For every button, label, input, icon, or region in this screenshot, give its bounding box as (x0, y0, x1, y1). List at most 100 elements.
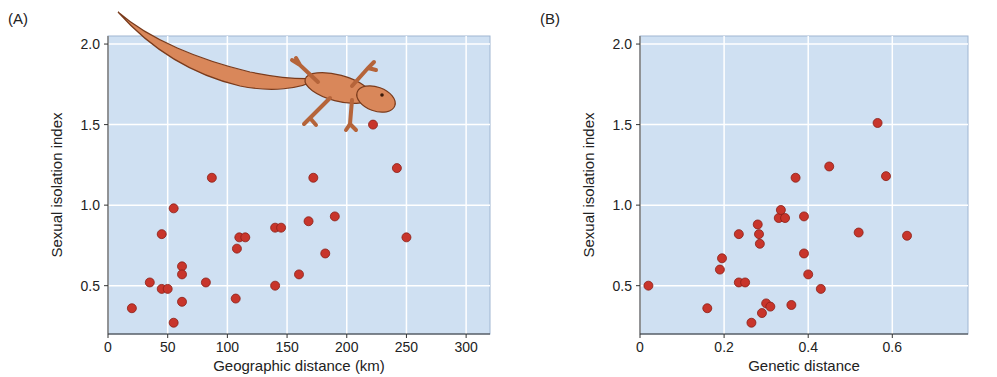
tick-label: 0 (636, 339, 644, 355)
tick-label: 150 (275, 339, 299, 355)
x-axis-title: Geographic distance (km) (213, 357, 385, 374)
x-axis (640, 334, 968, 335)
point (127, 304, 136, 313)
grid-line (108, 204, 490, 206)
point (169, 318, 178, 327)
tick-mark (104, 285, 108, 286)
point (271, 281, 280, 290)
tick-mark (636, 44, 640, 45)
tick-label: 1.0 (81, 197, 101, 213)
y-axis (640, 36, 641, 334)
point (309, 173, 318, 182)
point (791, 173, 800, 182)
point (369, 120, 378, 129)
point (903, 231, 912, 240)
point (755, 239, 764, 248)
point (800, 212, 809, 221)
point (747, 318, 756, 327)
point (825, 162, 834, 171)
point (766, 302, 775, 311)
tick-label: 0.2 (714, 339, 734, 355)
grid-line (640, 204, 968, 206)
salamander-tail (118, 12, 320, 89)
tick-label: 0.5 (613, 278, 633, 294)
points (644, 118, 912, 327)
salamander-eye (380, 93, 384, 97)
tick-label: 2.0 (613, 36, 633, 52)
tick-mark (287, 334, 288, 338)
points (127, 120, 411, 327)
y-axis (108, 36, 109, 334)
tick-mark (406, 334, 407, 338)
tick-mark (640, 334, 641, 338)
grid-line (465, 36, 467, 334)
point (644, 281, 653, 290)
grid-line (406, 36, 408, 334)
point (787, 301, 796, 310)
tick-mark (724, 334, 725, 338)
grid-line (807, 36, 809, 334)
point (304, 217, 313, 226)
point (882, 172, 891, 181)
tick-mark (346, 334, 347, 338)
tick-label: 2.0 (81, 36, 101, 52)
point (201, 278, 210, 287)
x-axis-title: Genetic distance (748, 357, 860, 374)
tick-mark (466, 334, 467, 338)
point (178, 270, 187, 279)
point (178, 262, 187, 271)
point (854, 228, 863, 237)
point (241, 233, 250, 242)
grid-line (640, 124, 968, 126)
point (169, 204, 178, 213)
point (402, 233, 411, 242)
tick-mark (104, 44, 108, 45)
tick-label: 0.4 (798, 339, 818, 355)
tick-mark (892, 334, 893, 338)
tick-label: 200 (335, 339, 359, 355)
point (232, 244, 241, 253)
salamander-illustration (118, 12, 399, 130)
panel-label: (A) (8, 10, 28, 27)
figure: 0501001502002503000.51.01.52.0Geographic… (0, 0, 997, 377)
point (231, 294, 240, 303)
y-axis-title: Sexual isolation index (580, 112, 597, 258)
point (163, 284, 172, 293)
point (741, 278, 750, 287)
point (295, 270, 304, 279)
panel: 0501001502002503000.51.01.52.0Geographic… (8, 10, 490, 374)
point (392, 164, 401, 173)
point (330, 212, 339, 221)
tick-label: 50 (160, 339, 176, 355)
point (145, 278, 154, 287)
point (718, 254, 727, 263)
tick-mark (104, 124, 108, 125)
grid-line (892, 36, 894, 334)
tick-label: 1.5 (613, 117, 633, 133)
tick-mark (636, 205, 640, 206)
grid-line (107, 36, 109, 334)
tick-mark (167, 334, 168, 338)
tick-label: 0.5 (81, 278, 101, 294)
grid-line (640, 285, 968, 287)
grid-line (640, 43, 968, 45)
grid-line (639, 36, 641, 334)
point (755, 230, 764, 239)
salamander-legs (292, 58, 376, 130)
point (734, 230, 743, 239)
point (321, 249, 330, 258)
salamander-head (353, 81, 399, 117)
grid-line (723, 36, 725, 334)
point (781, 214, 790, 223)
tick-mark (104, 205, 108, 206)
x-axis (108, 334, 490, 335)
tick-mark (227, 334, 228, 338)
point (277, 223, 286, 232)
tick-mark (636, 124, 640, 125)
tick-label: 300 (454, 339, 478, 355)
panel-label: (B) (540, 10, 560, 27)
point (753, 220, 762, 229)
point (804, 270, 813, 279)
tick-label: 1.5 (81, 117, 101, 133)
point (757, 309, 766, 318)
